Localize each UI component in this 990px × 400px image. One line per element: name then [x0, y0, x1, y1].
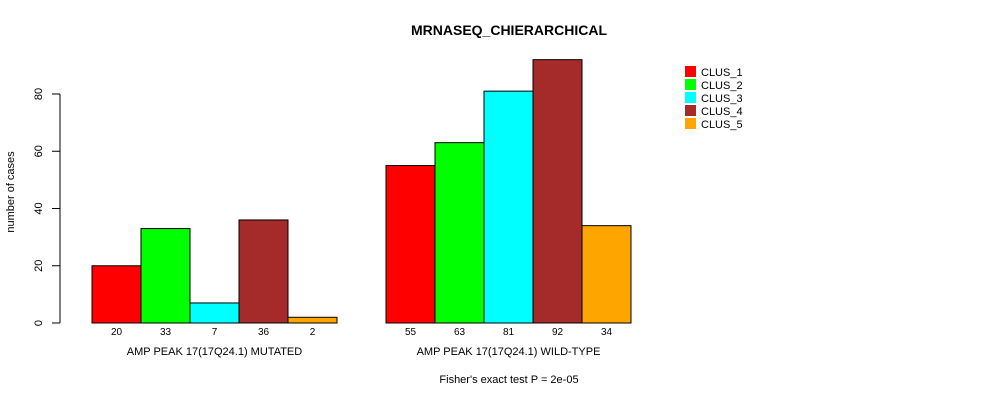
bar-count-label: 34: [601, 327, 613, 338]
y-axis-label: number of cases: [5, 151, 17, 233]
count-labels-group: 20 33 7 36 2 55 63 81 92 34: [111, 327, 613, 338]
bar-clus-2-mutated: [140, 228, 191, 324]
bar-clus-2-wild-type: [434, 142, 485, 324]
y-tick-label: 20: [33, 260, 45, 272]
bar-count-label: 55: [405, 327, 417, 338]
group-labels-group: AMP PEAK 17(17Q24.1) MUTATED AMP PEAK 17(…: [127, 346, 601, 358]
bar-count-label: 7: [212, 327, 218, 338]
legend-label-clus-2: CLUS_2: [701, 80, 743, 92]
bar-clus-4-wild-type: [532, 59, 583, 324]
legend-label-clus-1: CLUS_1: [701, 67, 743, 79]
legend-swatch-clus-1: [685, 66, 696, 77]
legend-swatch-clus-2: [685, 79, 696, 90]
legend-swatch-clus-4: [685, 105, 696, 116]
legend-label-clus-5: CLUS_5: [701, 119, 743, 131]
legend-swatch-clus-3: [685, 92, 696, 103]
bar-clus-3-mutated: [189, 302, 240, 324]
y-tick-label: 60: [33, 145, 45, 157]
y-tick-label: 80: [33, 88, 45, 100]
legend-label-clus-4: CLUS_4: [701, 106, 743, 118]
fisher-test-footnote: Fisher's exact test P = 2e-05: [439, 374, 578, 386]
bar-count-label: 36: [258, 327, 270, 338]
y-axis-ticks: 0 20 40 60 80: [33, 88, 60, 326]
bar-count-label: 2: [310, 327, 316, 338]
bar-count-label: 63: [454, 327, 466, 338]
bar-count-label: 92: [552, 327, 564, 338]
bar-count-label: 81: [503, 327, 515, 338]
bar-count-label: 33: [160, 327, 172, 338]
bar-clus-4-mutated: [238, 219, 289, 324]
bar-clus-5-mutated: [287, 316, 338, 324]
group-label-mutated: AMP PEAK 17(17Q24.1) MUTATED: [127, 346, 303, 358]
legend-label-clus-3: CLUS_3: [701, 93, 743, 105]
bar-clus-1-wild-type: [385, 165, 436, 324]
bar-count-label: 20: [111, 327, 123, 338]
y-tick-label: 40: [33, 202, 45, 214]
legend-swatch-clus-5: [685, 118, 696, 129]
y-tick-label: 0: [33, 320, 45, 326]
bars-group: [91, 59, 632, 324]
bar-clus-1-mutated: [91, 265, 142, 324]
bar-clus-3-wild-type: [483, 90, 534, 324]
group-label-wild-type: AMP PEAK 17(17Q24.1) WILD-TYPE: [417, 346, 601, 358]
bar-clus-5-wild-type: [581, 225, 632, 324]
chart-title: MRNASEQ_CHIERARCHICAL: [411, 22, 607, 38]
